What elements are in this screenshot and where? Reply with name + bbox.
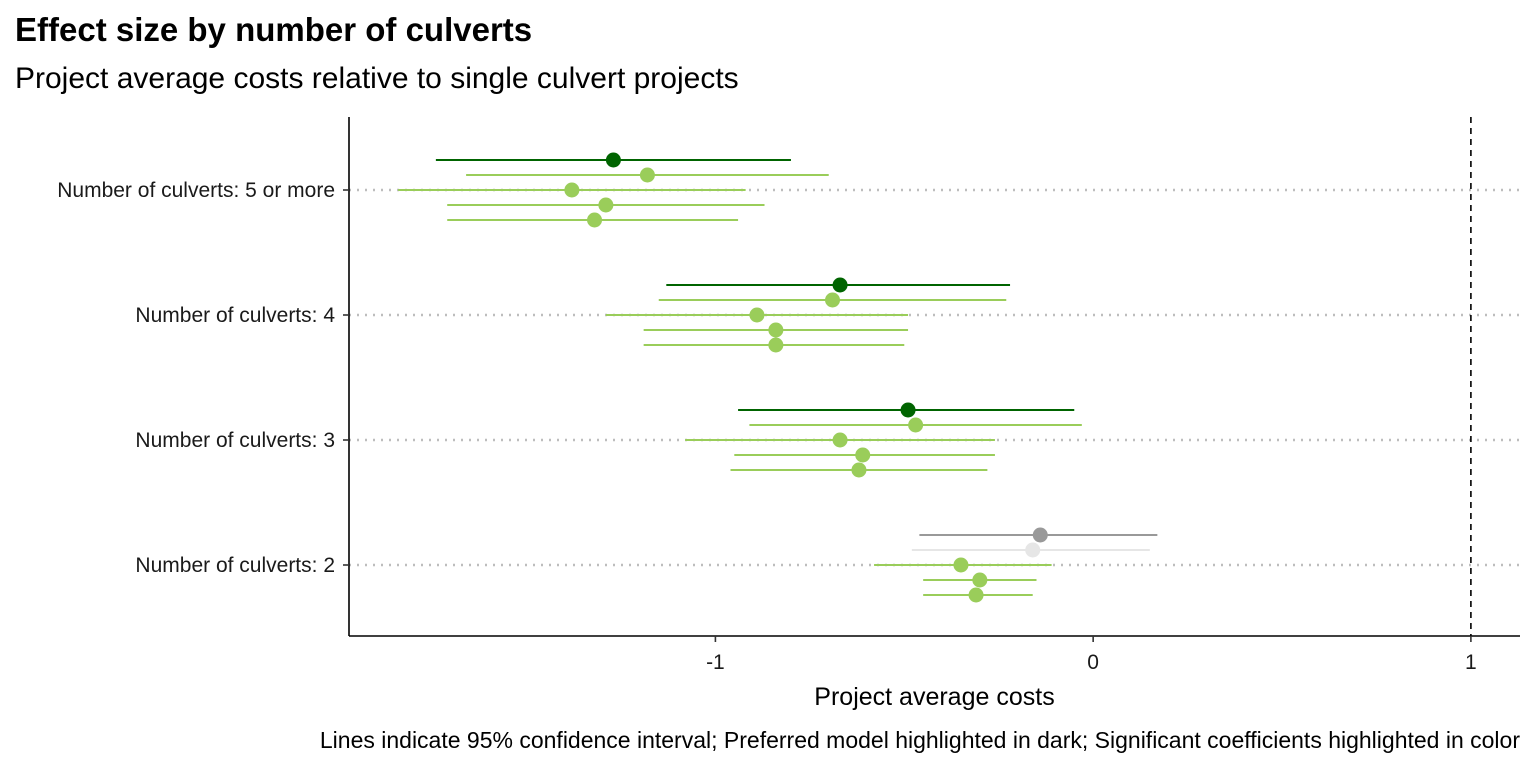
chart-caption: Lines indicate 95% confidence interval; … (319, 727, 1520, 753)
estimate-point (832, 277, 848, 293)
x-tick-label: 0 (1087, 651, 1099, 674)
estimate-point (598, 197, 614, 213)
estimate-point (851, 462, 867, 478)
estimate-point (587, 212, 603, 228)
estimate-point (768, 337, 784, 353)
estimate-point (605, 152, 621, 168)
estimate-point (768, 322, 784, 338)
estimate-point (968, 587, 984, 603)
estimate-point (832, 432, 848, 448)
y-tick-label: Number of culverts: 3 (135, 429, 335, 452)
estimate-point (855, 447, 871, 463)
y-tick-label: Number of culverts: 2 (135, 554, 335, 577)
estimate-point (639, 167, 655, 183)
estimate-point (972, 572, 988, 588)
estimate-point (825, 292, 841, 308)
estimate-point (1025, 542, 1041, 558)
chart-title: Effect size by number of culverts (15, 11, 533, 48)
chart-subtitle: Project average costs relative to single… (15, 62, 739, 95)
mark-layer (398, 152, 1158, 603)
estimate-point (953, 557, 969, 573)
estimate-point (900, 402, 916, 418)
x-tick-label: 1 (1465, 651, 1477, 674)
grid-layer (349, 117, 1520, 636)
estimate-point (908, 417, 924, 433)
axis-layer: Number of culverts: 5 or more Number of c… (57, 117, 1520, 674)
x-tick-label: -1 (706, 651, 725, 674)
y-tick-label: Number of culverts: 5 or more (57, 179, 335, 202)
x-axis-title: Project average costs (814, 683, 1054, 711)
estimate-point (564, 182, 580, 198)
estimate-point (749, 307, 765, 323)
estimate-point (1032, 527, 1048, 543)
y-tick-label: Number of culverts: 4 (135, 304, 335, 327)
